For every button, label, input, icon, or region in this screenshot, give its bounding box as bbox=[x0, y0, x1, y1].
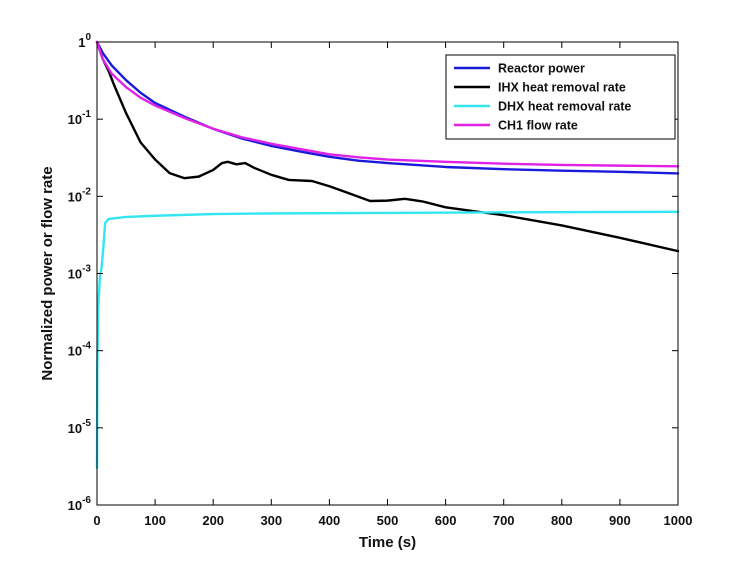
legend-label: CH1 flow rate bbox=[498, 119, 578, 133]
legend-label: IHX heat removal rate bbox=[498, 81, 626, 95]
y-axis-label: Normalized power or flow rate bbox=[39, 166, 56, 380]
x-tick-label: 900 bbox=[609, 513, 631, 528]
x-tick-label: 700 bbox=[493, 513, 515, 528]
series-line-4 bbox=[95, 40, 680, 168]
series-line-2 bbox=[95, 40, 680, 253]
series-line-1 bbox=[95, 40, 680, 175]
y-tick-label: 10-3 bbox=[68, 264, 92, 282]
y-tick-label: 10-2 bbox=[68, 186, 92, 204]
x-tick-label: 1000 bbox=[664, 513, 693, 528]
x-tick-label: 600 bbox=[435, 513, 457, 528]
x-tick-label: 200 bbox=[202, 513, 224, 528]
x-tick-label: 500 bbox=[377, 513, 399, 528]
x-tick-label: 100 bbox=[144, 513, 166, 528]
x-tick-label: 800 bbox=[551, 513, 573, 528]
y-tick-label: 10-6 bbox=[68, 495, 92, 513]
ticks-layer bbox=[96, 41, 679, 506]
series-layer bbox=[95, 40, 680, 470]
x-tick-labels: 0 100 200 300 400 500 600 700 800 900 1000 bbox=[93, 513, 692, 528]
legend-label: DHX heat removal rate bbox=[498, 100, 631, 114]
legend-label: Reactor power bbox=[498, 62, 585, 76]
x-tick-label: 400 bbox=[319, 513, 341, 528]
y-tick-label: 10-4 bbox=[68, 341, 92, 359]
y-tick-label: 10-5 bbox=[68, 418, 92, 436]
x-axis-label: Time (s) bbox=[359, 534, 416, 551]
y-tick-labels: 10 10-1 10-2 10-3 10-4 10-5 10-6 bbox=[68, 32, 92, 513]
x-tick-label: 0 bbox=[93, 513, 100, 528]
y-tick-label: 10 bbox=[78, 32, 91, 50]
y-tick-label: 10-1 bbox=[68, 109, 92, 127]
legend: Reactor power IHX heat removal rate DHX he… bbox=[445, 54, 676, 140]
series-line-3 bbox=[95, 210, 680, 470]
x-tick-label: 300 bbox=[260, 513, 282, 528]
